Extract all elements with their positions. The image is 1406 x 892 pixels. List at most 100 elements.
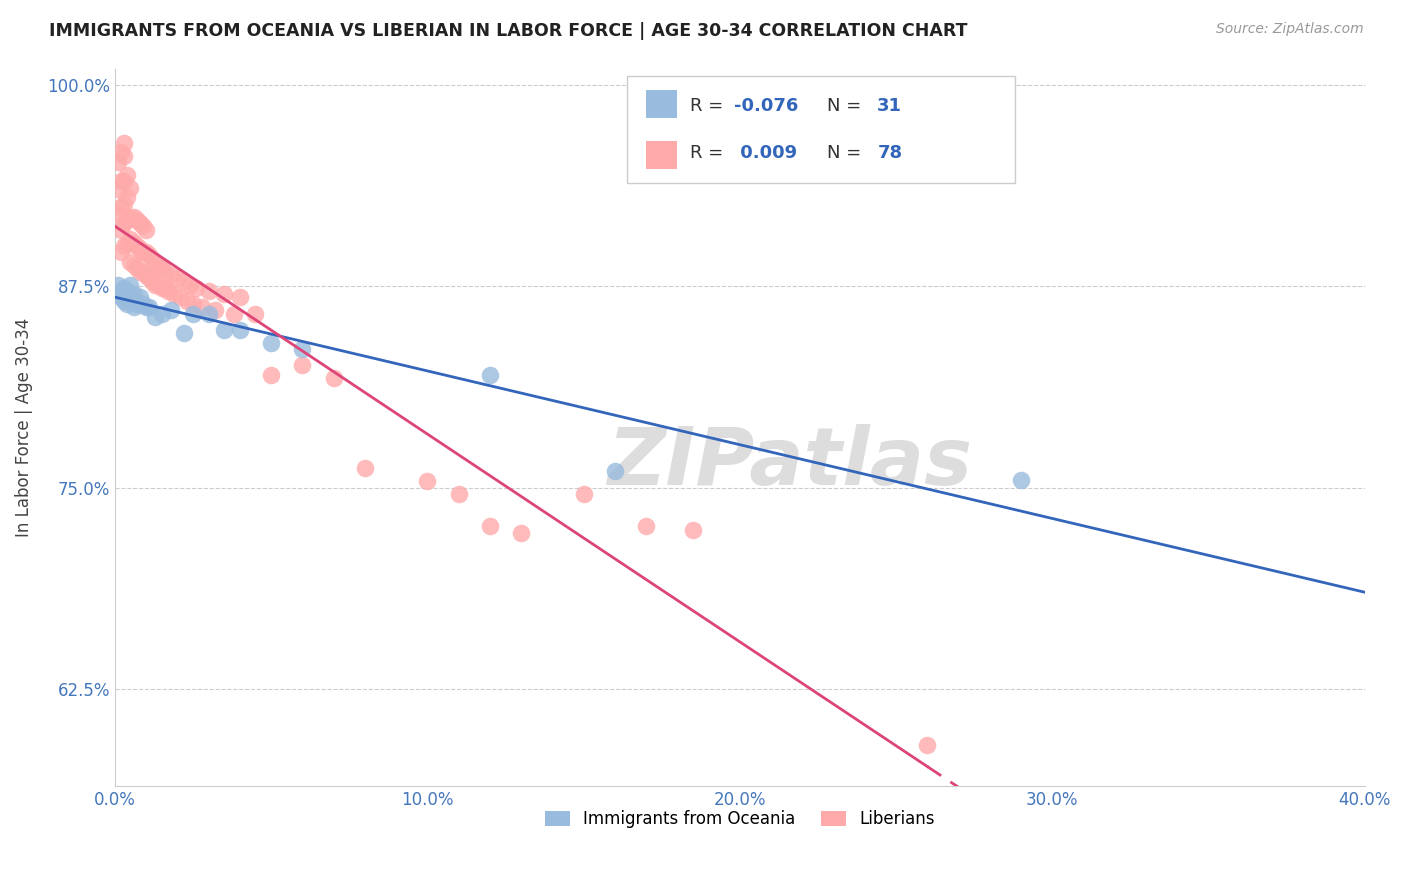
Point xyxy=(122,300,145,314)
Point xyxy=(150,261,173,276)
Point xyxy=(181,306,204,320)
Point xyxy=(117,235,139,250)
Point xyxy=(112,239,135,253)
Point xyxy=(510,525,533,540)
Point xyxy=(150,281,173,295)
Point xyxy=(122,210,145,224)
Point xyxy=(112,293,135,308)
Point xyxy=(112,136,135,150)
Point xyxy=(117,213,139,227)
Point xyxy=(110,145,132,160)
Point xyxy=(125,261,148,276)
Point xyxy=(197,306,219,320)
Text: 31: 31 xyxy=(877,97,903,115)
Point xyxy=(135,268,157,282)
Point xyxy=(122,287,145,301)
Point xyxy=(138,248,160,262)
Text: Source: ZipAtlas.com: Source: ZipAtlas.com xyxy=(1216,22,1364,37)
Point xyxy=(128,290,150,304)
Point xyxy=(291,358,314,372)
Point xyxy=(634,519,657,533)
Point xyxy=(145,255,167,269)
Point xyxy=(112,174,135,188)
Point xyxy=(353,461,375,475)
Point xyxy=(117,168,139,182)
Point xyxy=(245,306,267,320)
Point xyxy=(173,274,195,288)
Point xyxy=(176,293,198,308)
Point xyxy=(120,181,142,195)
Point xyxy=(184,281,207,295)
Point xyxy=(110,245,132,260)
Point xyxy=(112,287,135,301)
Point xyxy=(132,219,155,234)
Point xyxy=(107,277,129,292)
Text: R =: R = xyxy=(690,97,728,115)
Point xyxy=(110,284,132,298)
FancyBboxPatch shape xyxy=(645,141,678,169)
FancyBboxPatch shape xyxy=(645,90,678,118)
Point xyxy=(191,300,214,314)
Point xyxy=(117,284,139,298)
Text: 78: 78 xyxy=(877,145,903,162)
Point xyxy=(120,232,142,246)
Point xyxy=(478,519,501,533)
Point xyxy=(260,368,283,382)
Point xyxy=(156,284,179,298)
Point xyxy=(212,287,235,301)
Point xyxy=(132,264,155,278)
Point xyxy=(416,474,439,488)
Point xyxy=(122,258,145,272)
Point xyxy=(166,271,188,285)
Point xyxy=(478,368,501,382)
Point xyxy=(150,306,173,320)
Point xyxy=(117,190,139,204)
Point xyxy=(141,274,163,288)
Point xyxy=(138,271,160,285)
Text: N =: N = xyxy=(827,97,868,115)
Point xyxy=(122,235,145,250)
Legend: Immigrants from Oceania, Liberians: Immigrants from Oceania, Liberians xyxy=(538,804,941,835)
Text: 0.009: 0.009 xyxy=(734,145,797,162)
Point xyxy=(112,197,135,211)
Point xyxy=(120,290,142,304)
Y-axis label: In Labor Force | Age 30-34: In Labor Force | Age 30-34 xyxy=(15,318,32,537)
Point xyxy=(110,200,132,214)
Point xyxy=(107,155,129,169)
Text: -0.076: -0.076 xyxy=(734,97,799,115)
Point xyxy=(107,206,129,220)
Point xyxy=(222,306,245,320)
Point xyxy=(173,326,195,340)
Point xyxy=(260,335,283,350)
Point xyxy=(145,310,167,324)
Point xyxy=(141,252,163,266)
Point xyxy=(291,342,314,356)
Point xyxy=(572,487,595,501)
Point xyxy=(148,258,170,272)
Point xyxy=(132,245,155,260)
Point xyxy=(110,290,132,304)
Point xyxy=(135,223,157,237)
Point xyxy=(120,210,142,224)
Text: IMMIGRANTS FROM OCEANIA VS LIBERIAN IN LABOR FORCE | AGE 30-34 CORRELATION CHART: IMMIGRANTS FROM OCEANIA VS LIBERIAN IN L… xyxy=(49,22,967,40)
Point xyxy=(153,264,176,278)
FancyBboxPatch shape xyxy=(627,76,1015,183)
Point xyxy=(212,323,235,337)
Text: N =: N = xyxy=(827,145,868,162)
Point xyxy=(128,216,150,230)
Point xyxy=(229,323,252,337)
Point xyxy=(229,290,252,304)
Point xyxy=(120,277,142,292)
Point xyxy=(120,255,142,269)
Point xyxy=(145,277,167,292)
Point xyxy=(125,213,148,227)
Point xyxy=(128,264,150,278)
Point xyxy=(322,371,344,385)
Text: R =: R = xyxy=(690,145,728,162)
Point xyxy=(117,290,139,304)
Point xyxy=(179,277,201,292)
Point xyxy=(125,297,148,311)
Point xyxy=(682,523,704,537)
Point xyxy=(447,487,470,501)
Point xyxy=(197,284,219,298)
